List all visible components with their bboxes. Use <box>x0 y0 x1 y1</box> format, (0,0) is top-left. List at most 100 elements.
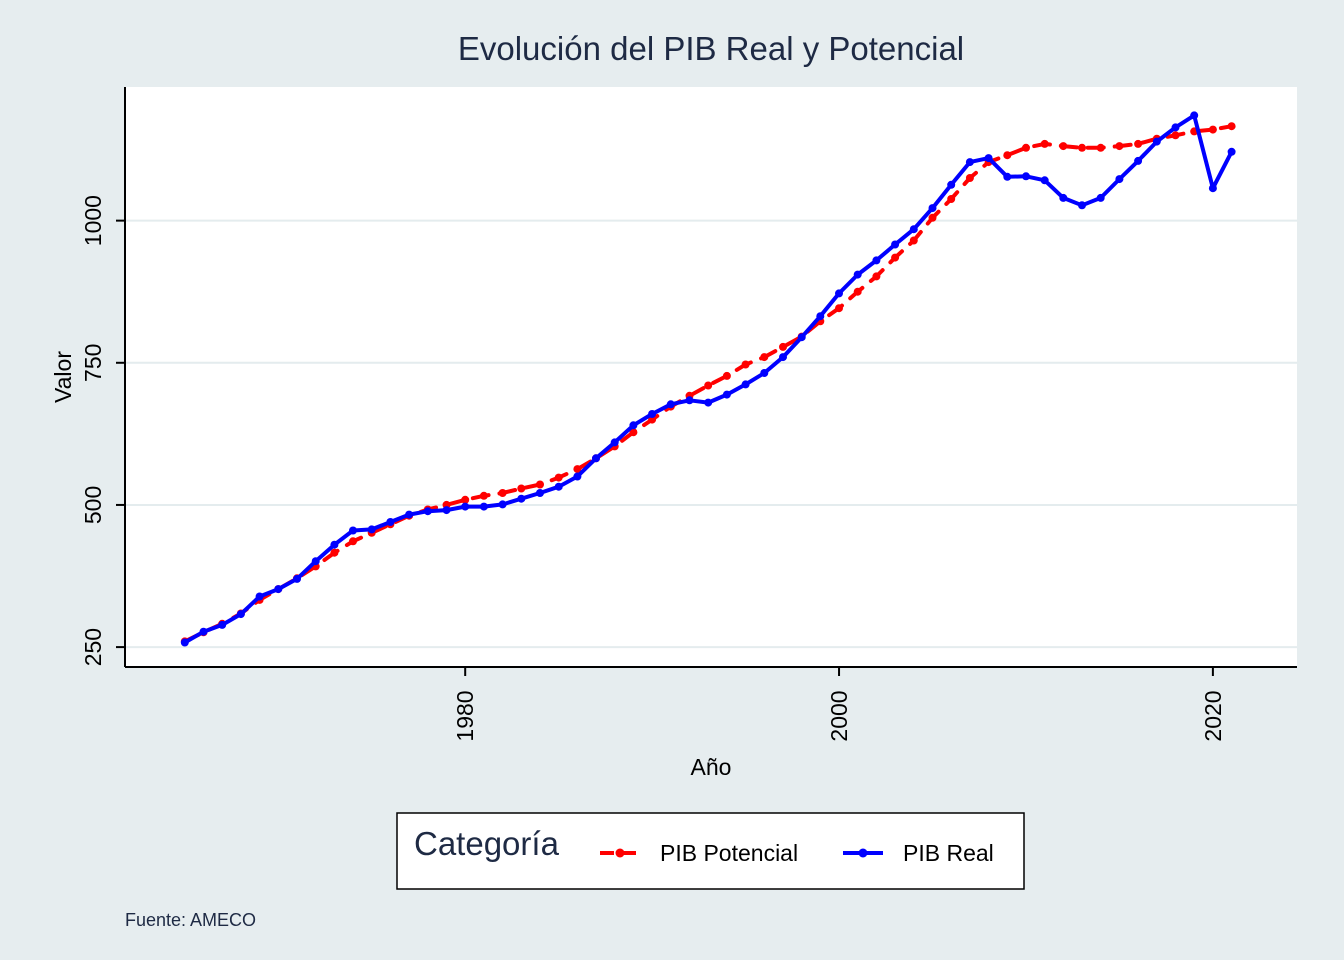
y-tick-label: 250 <box>80 628 106 666</box>
plot-area <box>125 87 1297 667</box>
y-tick-label: 500 <box>80 486 106 524</box>
data-point <box>1059 142 1068 151</box>
series <box>180 111 1236 647</box>
data-point <box>947 195 956 203</box>
data-point <box>872 272 881 281</box>
data-point <box>517 494 526 503</box>
data-point <box>704 381 713 390</box>
data-point <box>479 491 488 500</box>
data-point <box>479 502 488 511</box>
data-point <box>610 438 619 447</box>
data-point <box>1022 143 1030 152</box>
data-point <box>722 390 731 399</box>
y-tick-label: 750 <box>80 344 106 382</box>
data-point <box>554 473 563 482</box>
source-note: Fuente: AMECO <box>125 910 256 930</box>
data-point <box>648 415 657 424</box>
data-point <box>760 369 769 377</box>
data-point <box>1227 122 1236 131</box>
data-point <box>1096 143 1105 152</box>
data-point <box>629 421 638 430</box>
data-point <box>947 180 956 189</box>
data-point <box>853 270 862 279</box>
data-point <box>180 638 189 647</box>
data-point <box>872 256 881 265</box>
data-point <box>816 312 825 321</box>
x-tick-labels: 1980 2000 2020 <box>452 690 1226 741</box>
data-point <box>349 526 357 535</box>
data-point <box>199 627 208 636</box>
y-axis-label: Valor <box>50 351 76 403</box>
data-point <box>311 557 320 566</box>
data-point <box>1040 176 1049 185</box>
data-point <box>386 518 395 526</box>
data-point <box>1190 111 1199 120</box>
data-point <box>255 592 264 601</box>
data-point <box>722 371 731 380</box>
data-point <box>1171 131 1180 140</box>
data-point <box>592 454 600 463</box>
chart-title: Evolución del PIB Real y Potencial <box>458 30 964 67</box>
data-point <box>349 537 357 546</box>
data-point <box>1152 137 1161 146</box>
data-point <box>1134 139 1143 148</box>
data-point <box>1022 172 1030 181</box>
data-point <box>1003 172 1012 181</box>
data-point <box>797 333 806 342</box>
y-tick-label: 1000 <box>80 195 106 246</box>
axes <box>116 87 1297 676</box>
data-point <box>1059 193 1068 202</box>
data-point <box>1171 123 1180 132</box>
data-point <box>1003 151 1012 160</box>
data-point <box>1115 142 1124 151</box>
x-tick-label: 1980 <box>452 690 478 741</box>
legend-box <box>396 812 1025 890</box>
data-point <box>498 500 507 509</box>
data-point <box>236 610 245 619</box>
grid-lines <box>125 219 1297 649</box>
data-point <box>405 510 414 519</box>
data-point <box>909 236 918 245</box>
data-point <box>891 240 900 249</box>
legend-marker <box>615 848 625 858</box>
data-point <box>442 506 451 515</box>
legend: Categoría PIB Potencial PIB Real <box>396 812 1025 890</box>
data-point <box>1096 193 1105 202</box>
data-point <box>648 410 657 418</box>
series-pib-real <box>180 111 1236 647</box>
legend-title: Categoría <box>414 825 560 862</box>
data-point <box>779 353 787 362</box>
data-point <box>367 525 376 534</box>
data-point <box>1208 184 1217 193</box>
data-point <box>1208 125 1217 134</box>
legend-label: PIB Real <box>903 840 994 866</box>
data-point <box>909 225 918 234</box>
data-point <box>835 289 843 298</box>
data-point <box>554 482 563 491</box>
data-point <box>536 489 544 497</box>
data-point <box>218 620 227 629</box>
data-point <box>704 398 713 407</box>
data-point <box>760 353 769 362</box>
data-point <box>779 342 787 351</box>
data-point <box>536 480 544 489</box>
x-tick-label: 2000 <box>826 690 852 741</box>
data-point <box>741 360 750 369</box>
data-point <box>741 380 750 389</box>
data-point <box>965 174 974 182</box>
data-point <box>965 158 974 167</box>
data-point <box>573 465 582 474</box>
data-point <box>573 472 582 481</box>
data-point <box>274 585 283 594</box>
data-point <box>461 495 470 504</box>
data-point <box>629 428 638 437</box>
data-point <box>853 287 862 296</box>
data-point <box>1134 156 1143 165</box>
data-point <box>1078 143 1086 152</box>
data-point <box>835 304 843 313</box>
data-point <box>330 540 339 549</box>
data-point <box>666 400 675 409</box>
data-point <box>928 204 937 213</box>
x-tick-label: 2020 <box>1200 690 1226 741</box>
